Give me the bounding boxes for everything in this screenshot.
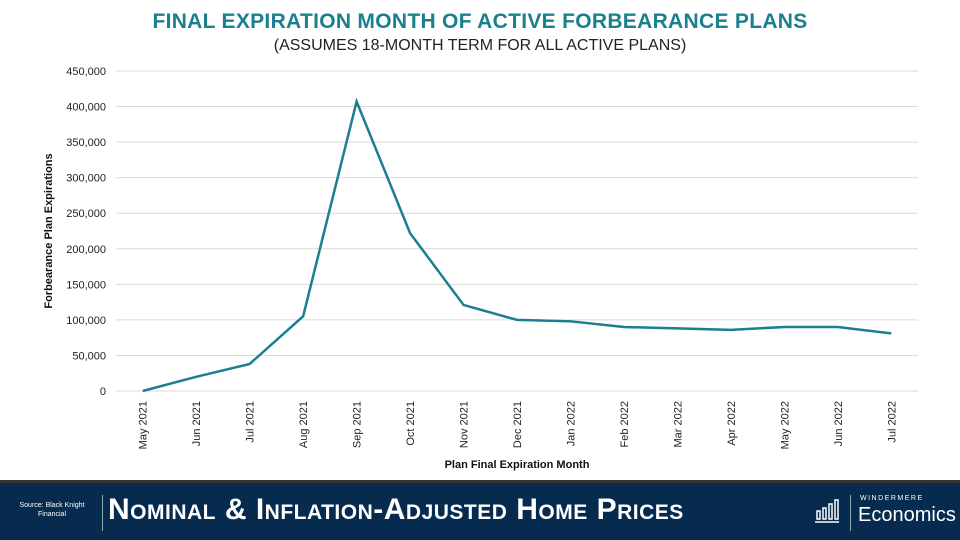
x-tick-label: May 2021 — [138, 401, 150, 449]
x-tick-label: Oct 2021 — [405, 401, 417, 446]
brand-bottom: Economics — [858, 504, 956, 526]
chart-subtitle: (ASSUMES 18-MONTH TERM FOR ALL ACTIVE PL… — [273, 37, 687, 54]
bar-chart-icon — [815, 499, 839, 523]
y-tick-label: 250,000 — [66, 208, 106, 220]
footer-title: Nominal & Inflation-Adjusted Home Prices — [108, 493, 684, 526]
chart-title: FINAL EXPIRATION MONTH OF ACTIVE FORBEAR… — [152, 10, 808, 33]
x-tick-label: Jul 2021 — [245, 401, 257, 443]
y-tick-label: 200,000 — [66, 244, 106, 256]
y-tick-label: 350,000 — [66, 137, 106, 149]
x-tick-label: Jan 2022 — [565, 401, 577, 446]
source-note: Source: Black Knight Financial — [19, 502, 85, 518]
x-tick-label: Aug 2021 — [298, 401, 310, 448]
x-axis-label: Plan Final Expiration Month — [445, 459, 590, 471]
x-tick-label: Sep 2021 — [352, 401, 364, 448]
divider — [850, 495, 851, 531]
data-points — [142, 101, 892, 392]
y-tick-label: 150,000 — [66, 279, 106, 291]
x-tick-label: Jul 2022 — [886, 401, 898, 443]
y-tick-label: 300,000 — [66, 173, 106, 185]
x-tick-label: May 2022 — [779, 401, 791, 449]
series-line — [142, 97, 892, 393]
x-tick-label: Jun 2021 — [191, 401, 203, 446]
x-tick-label: Dec 2021 — [512, 401, 524, 448]
x-tick-label: Nov 2021 — [459, 401, 471, 448]
x-tick-label: Jun 2022 — [833, 401, 845, 446]
y-tick-label: 50,000 — [72, 350, 106, 362]
x-tick-label: Apr 2022 — [726, 401, 738, 446]
line-chart: 0 50,000 100,000 150,000 200,000 250,000 300,0… — [43, 66, 918, 471]
divider — [102, 495, 103, 531]
y-tick-label: 0 — [100, 386, 106, 398]
brand-top: WINDERMERE — [860, 495, 924, 502]
y-axis-label: Forbearance Plan Expirations — [43, 153, 55, 308]
y-tick-label: 100,000 — [66, 315, 106, 327]
footer-bar: Source: Black Knight Financial Nominal &… — [0, 480, 960, 540]
x-tick-label: Feb 2022 — [619, 401, 631, 447]
x-tick-label: Mar 2022 — [672, 401, 684, 447]
y-tick-label: 400,000 — [66, 102, 106, 114]
y-tick-label: 450,000 — [66, 66, 106, 78]
